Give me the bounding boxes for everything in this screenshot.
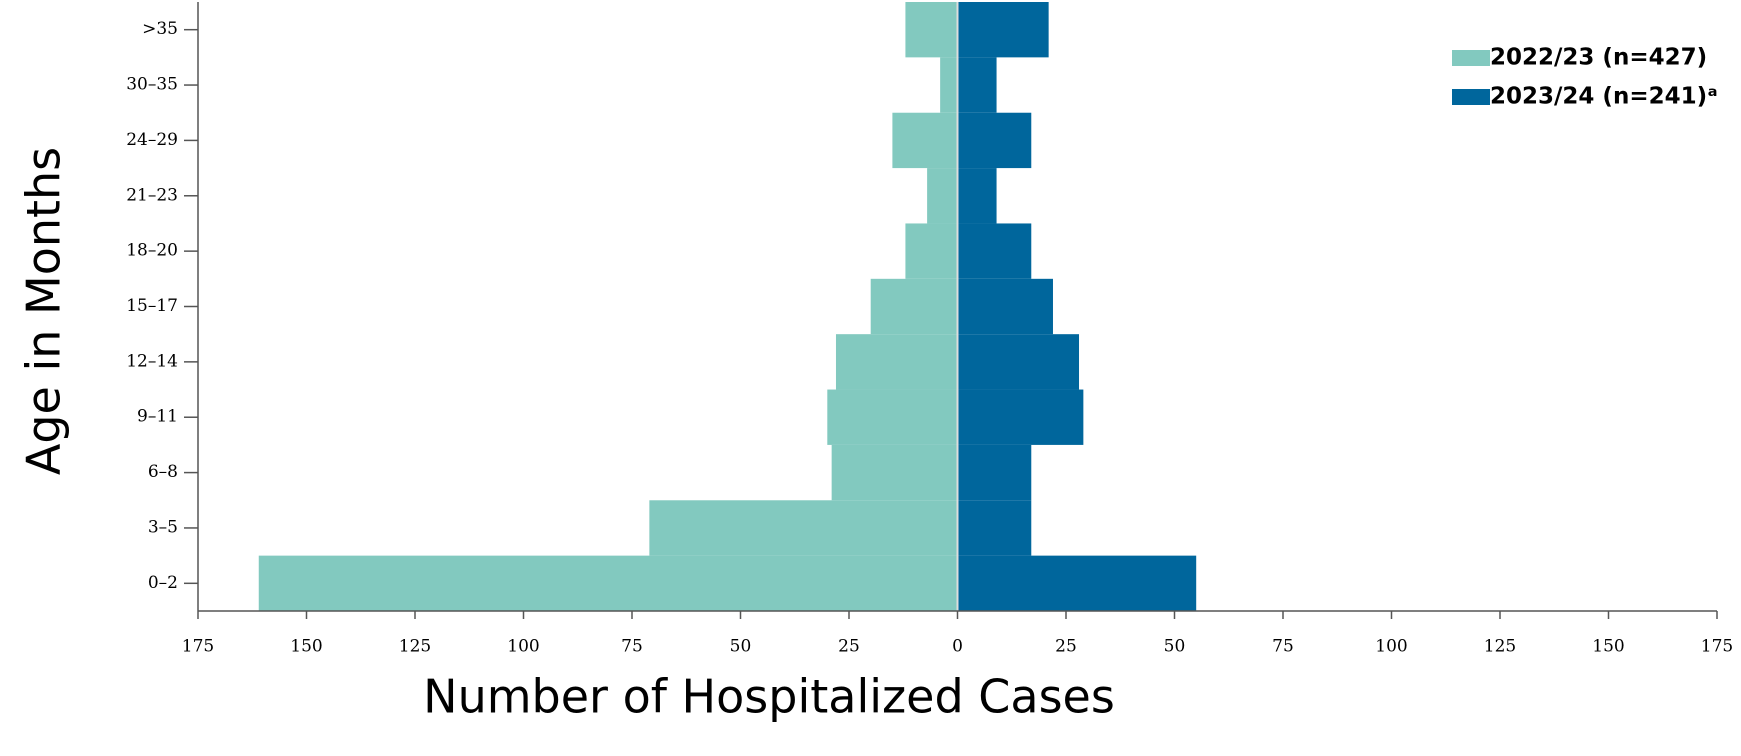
- x-tick-label: 75: [621, 637, 643, 657]
- bar: [957, 223, 1032, 279]
- x-tick-label: 25: [1055, 637, 1077, 657]
- legend-swatch: [1452, 50, 1490, 66]
- legend-label: 2022/23 (n=427): [1490, 45, 1707, 71]
- bar: [957, 168, 997, 224]
- bar: [905, 223, 958, 279]
- bar: [957, 278, 1053, 335]
- bar: [870, 278, 958, 335]
- y-tick-label: 24–29: [126, 130, 178, 150]
- y-tick-label: 6–8: [148, 462, 178, 482]
- y-tick-label: 9–11: [137, 407, 178, 427]
- bar: [927, 168, 958, 224]
- bar: [957, 444, 1032, 501]
- x-tick-label: 175: [1701, 637, 1733, 657]
- bar: [957, 389, 1084, 445]
- x-axis-title: Number of Hospitalized Cases: [423, 670, 1115, 724]
- x-tick-label: 150: [1592, 637, 1624, 657]
- x-tick-label: 150: [290, 637, 322, 657]
- y-axis-title: Age in Months: [17, 147, 71, 475]
- x-tick-label: 175: [182, 637, 214, 657]
- x-tick-label: 0: [952, 637, 963, 657]
- bar: [957, 555, 1197, 611]
- bar: [892, 112, 958, 169]
- y-tick-label: 3–5: [148, 517, 178, 537]
- legend-swatch: [1452, 89, 1490, 105]
- bar: [940, 57, 958, 113]
- x-tick-label: 125: [1484, 637, 1516, 657]
- legend-label: 2023/24 (n=241)ᵃ: [1490, 84, 1718, 110]
- y-tick-label: 15–17: [126, 296, 178, 316]
- bar: [831, 444, 958, 501]
- bar: [905, 2, 958, 58]
- y-tick-label: 0–2: [148, 573, 178, 593]
- x-tick-label: 100: [1375, 637, 1407, 657]
- bar: [957, 334, 1080, 390]
- bar: [835, 334, 958, 390]
- bar: [649, 500, 958, 556]
- x-tick-label: 50: [730, 637, 752, 657]
- bar: [957, 500, 1032, 556]
- y-tick-label: 30–35: [126, 75, 178, 95]
- bar: [258, 555, 958, 611]
- bar: [957, 2, 1049, 58]
- x-tick-label: 75: [1272, 637, 1294, 657]
- bar: [827, 389, 958, 445]
- x-tick-label: 50: [1164, 637, 1186, 657]
- x-tick-label: 100: [507, 637, 539, 657]
- x-tick-label: 25: [838, 637, 860, 657]
- y-tick-label: 18–20: [126, 241, 178, 261]
- y-tick-label: 12–14: [126, 351, 178, 371]
- x-tick-label: 125: [399, 637, 431, 657]
- y-tick-label: >35: [142, 19, 178, 39]
- bar: [957, 112, 1032, 169]
- y-tick-label: 21–23: [126, 185, 178, 205]
- bar: [957, 57, 997, 113]
